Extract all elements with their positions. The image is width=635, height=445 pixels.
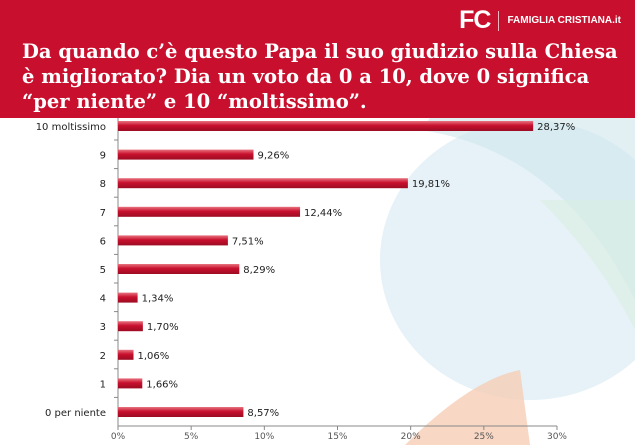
category-label: 1 — [100, 379, 106, 390]
green-wedge — [540, 200, 635, 330]
value-label: 12,44% — [304, 208, 342, 219]
bar — [118, 121, 534, 131]
value-label: 28,37% — [537, 122, 575, 133]
x-tick-label: 5% — [184, 432, 199, 442]
logo-divider — [498, 10, 500, 31]
value-label: 7,51% — [232, 236, 264, 247]
logo-text: FAMIGLIA CRISTIANA.it — [507, 15, 621, 26]
value-label: 9,26% — [258, 151, 290, 162]
bar — [118, 349, 134, 360]
value-label: 1,70% — [147, 322, 179, 333]
bar — [118, 407, 244, 417]
bar — [118, 149, 254, 160]
x-tick-label: 10% — [254, 432, 274, 442]
category-label: 5 — [100, 265, 106, 276]
value-label: 19,81% — [412, 179, 450, 190]
bar — [118, 321, 143, 332]
x-tick-label: 15% — [327, 432, 347, 442]
logo-mark: FC — [459, 6, 491, 34]
survey-question: Da quando c’è questo Papa il suo giudizi… — [22, 40, 618, 113]
x-tick-label: 30% — [547, 432, 567, 442]
value-label: 1,34% — [142, 294, 174, 305]
category-label: 2 — [100, 351, 106, 362]
value-label: 1,06% — [138, 351, 170, 362]
bar — [118, 235, 228, 246]
bar — [118, 264, 240, 274]
bar — [118, 292, 138, 303]
brand-logo[interactable]: FC FAMIGLIA CRISTIANA.it — [459, 8, 621, 33]
value-label: 8,29% — [243, 265, 275, 276]
category-label: 0 per niente — [45, 408, 106, 419]
category-label: 6 — [100, 236, 106, 247]
value-label: 1,66% — [146, 379, 178, 390]
x-tick-label: 25% — [474, 432, 494, 442]
category-label: 3 — [100, 322, 106, 333]
x-tick-label: 0% — [111, 432, 126, 442]
bar — [118, 206, 301, 217]
category-label: 9 — [100, 151, 106, 162]
x-tick-label: 20% — [401, 432, 421, 442]
teal-wedge — [420, 118, 635, 300]
category-label: 10 moltissimo — [36, 122, 106, 133]
bar — [118, 378, 143, 389]
category-label: 7 — [100, 208, 106, 219]
category-label: 8 — [100, 179, 106, 190]
bar — [118, 178, 408, 189]
header-banner: FC FAMIGLIA CRISTIANA.it Da quando c’è q… — [0, 0, 635, 118]
category-label: 4 — [100, 294, 106, 305]
value-label: 8,57% — [247, 408, 279, 419]
